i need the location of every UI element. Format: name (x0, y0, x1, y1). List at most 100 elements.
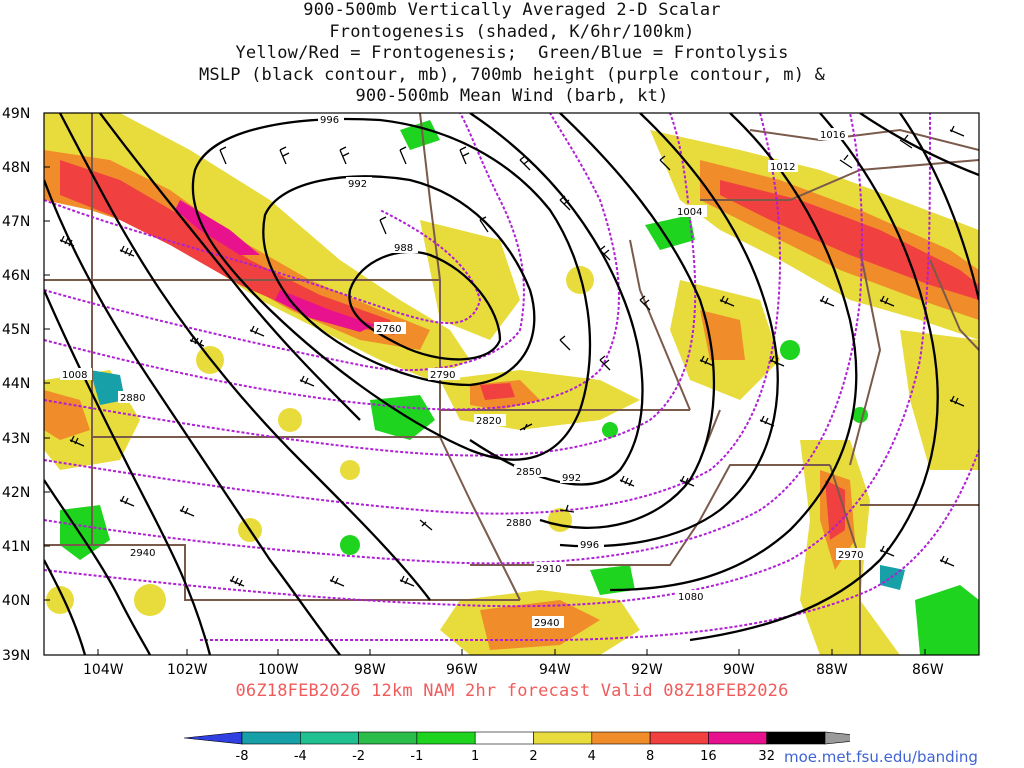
colorbar-segment (708, 731, 768, 745)
lat-label: 43N (2, 431, 30, 447)
forecast-valid-line: 06Z18FEB2026 12km NAM 2hr forecast Valid… (235, 681, 789, 701)
colorbar-tick-label: 4 (588, 749, 596, 764)
wind-barbs (59, 125, 965, 587)
mslp-label: 992 (346, 177, 372, 190)
latitude-axis: 49N 48N 47N 46N 45N 44N 43N 42N 41N 40N … (2, 106, 50, 664)
svg-text:996: 996 (580, 540, 599, 551)
colorbar-right-arrow (824, 731, 850, 745)
state-borders (44, 113, 979, 655)
height-labels: 2760 2790 2820 2850 2880 2910 2940 2880 … (118, 322, 868, 629)
height-label: 2790 (428, 368, 460, 381)
svg-text:1080: 1080 (678, 592, 703, 603)
svg-text:2850: 2850 (516, 467, 541, 478)
colorbar-tick-label: -2 (352, 749, 365, 764)
colorbar-tick-label: 32 (758, 749, 775, 764)
colorbar-segment (358, 731, 418, 745)
lat-label: 45N (2, 322, 30, 338)
lon-label: 102W (167, 662, 208, 678)
mslp-label: 1004 (675, 205, 707, 218)
lat-label: 49N (2, 106, 30, 122)
colorbar-tick-label: -4 (294, 749, 307, 764)
svg-text:2940: 2940 (534, 618, 559, 629)
colorbar-tick-label: 8 (646, 749, 654, 764)
svg-text:2940: 2940 (130, 548, 155, 559)
title-line-4: MSLP (black contour, mb), 700mb height (… (198, 64, 826, 85)
colorbar-segment (416, 731, 476, 745)
title-line-3: Yellow/Red = Frontogenesis; Green/Blue =… (235, 43, 789, 63)
colorbar: -8 -4 -2 -1 1 2 4 8 16 32 (183, 731, 850, 764)
mslp-label: 988 (392, 241, 418, 254)
lon-label: 92W (631, 662, 663, 678)
height-label: 2760 (374, 322, 406, 335)
svg-text:992: 992 (562, 473, 581, 484)
colorbar-tick-label: -8 (236, 749, 249, 764)
lon-label: 104W (83, 662, 124, 678)
height-label: 2940 (128, 546, 160, 559)
lon-label: 88W (816, 662, 848, 678)
mslp-labels: 996 992 988 1004 1008 992 996 1080 1016 … (60, 113, 848, 603)
svg-text:2910: 2910 (536, 564, 561, 575)
height-label: 2880 (118, 391, 150, 404)
svg-text:1004: 1004 (677, 207, 702, 218)
height-label: 2880 (504, 516, 536, 529)
colorbar-segment (241, 731, 301, 745)
colorbar-segment (649, 731, 709, 745)
lat-label: 39N (2, 648, 30, 664)
lon-label: 98W (354, 662, 386, 678)
mslp-label: 1012 (768, 160, 798, 173)
lon-label: 96W (446, 662, 478, 678)
lat-label: 44N (2, 376, 30, 392)
map-frame (43, 112, 980, 656)
svg-text:1016: 1016 (820, 130, 845, 141)
frontolysis-shading (60, 120, 979, 655)
lat-label: 47N (2, 214, 30, 230)
lat-label: 42N (2, 485, 30, 501)
svg-text:1012: 1012 (770, 162, 795, 173)
height-label: 2820 (474, 414, 506, 427)
lat-label: 40N (2, 593, 30, 609)
colorbar-segments (183, 731, 850, 745)
svg-text:2880: 2880 (120, 393, 145, 404)
svg-text:2880: 2880 (506, 518, 531, 529)
svg-text:988: 988 (394, 243, 413, 254)
svg-text:996: 996 (320, 115, 339, 126)
colorbar-ticks: -8 -4 -2 -1 1 2 4 8 16 32 (236, 749, 775, 764)
colorbar-tick-label: 1 (471, 749, 479, 764)
height-label: 2910 (534, 562, 566, 575)
figure-title: 900-500mb Vertically Averaged 2-D Scalar… (0, 0, 1024, 108)
lon-label: 86W (912, 662, 944, 678)
svg-text:1008: 1008 (62, 370, 87, 381)
mslp-label: 996 (578, 538, 604, 551)
colorbar-segment (300, 731, 359, 745)
colorbar-segment (533, 731, 593, 745)
source-url[interactable]: moe.met.fsu.edu/banding (784, 748, 978, 766)
height-label: 2850 (514, 465, 546, 478)
map-content: 996 992 988 1004 1008 992 996 1080 1016 … (44, 113, 979, 655)
longitude-axis: 104W 102W 100W 98W 96W 94W 92W 90W 88W 8… (83, 649, 944, 678)
svg-text:2790: 2790 (430, 370, 455, 381)
colorbar-segment (591, 731, 651, 745)
svg-text:2970: 2970 (838, 550, 863, 561)
lon-label: 94W (539, 662, 571, 678)
mslp-contours (44, 113, 979, 655)
colorbar-tick-label: 2 (529, 749, 537, 764)
lon-label: 100W (258, 662, 299, 678)
lat-label: 48N (2, 160, 30, 176)
mslp-label: 1080 (676, 590, 706, 603)
lat-label: 41N (2, 539, 30, 555)
mslp-label: 1016 (818, 128, 848, 141)
lon-label: 90W (723, 662, 755, 678)
colorbar-segment (474, 731, 534, 745)
mslp-label: 1008 (60, 368, 92, 381)
title-line-5: 900-500mb Mean Wind (barb, kt) (355, 86, 669, 106)
lat-label: 46N (2, 268, 30, 284)
colorbar-tick-label: -1 (410, 749, 423, 764)
height-contours (44, 113, 979, 642)
height-label: 2940 (532, 616, 564, 629)
svg-text:2760: 2760 (376, 324, 401, 335)
title-line-1: 900-500mb Vertically Averaged 2-D Scalar (303, 0, 721, 20)
svg-text:992: 992 (348, 179, 367, 190)
colorbar-segment (766, 731, 826, 745)
height-label: 2970 (836, 548, 868, 561)
